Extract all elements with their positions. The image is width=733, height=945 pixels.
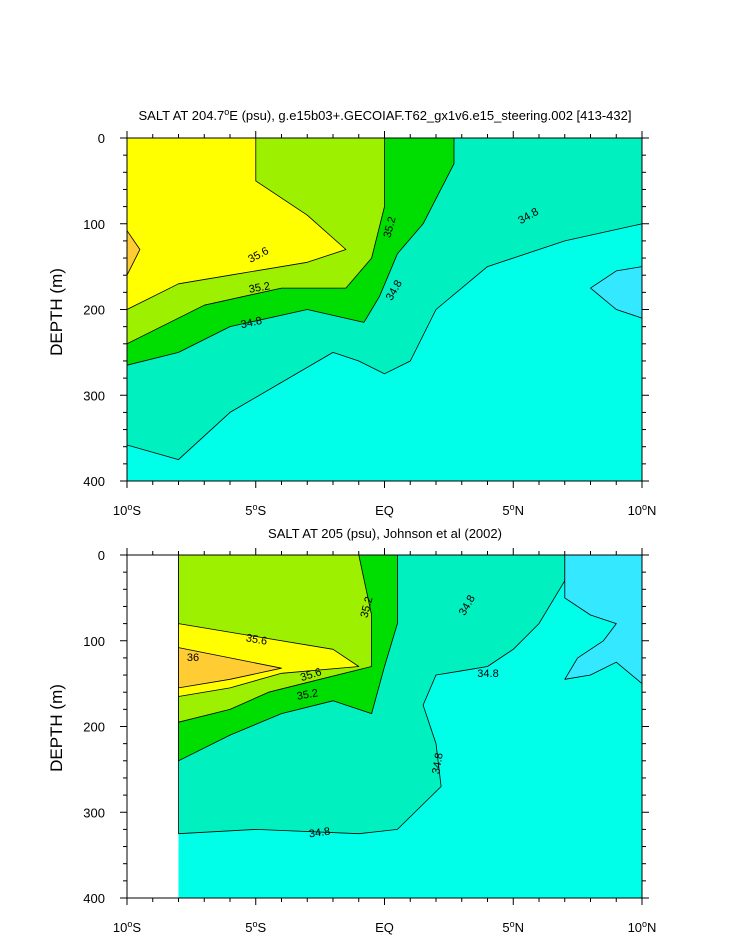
y-tick-label: 300 [83,388,105,403]
x-tick-label: 10oN [628,502,657,518]
y-tick-label: 300 [83,805,105,820]
x-tick-label: EQ [375,503,394,518]
contour-label: 34.8 [308,826,331,841]
y-tick-label: 200 [83,720,105,735]
y-tick-label: 400 [83,891,105,906]
top-panel-axes: 0 100 200 300 400 10oS 5oS EQ 5oN 10oN [83,131,656,518]
bottom-panel-contour-fills [127,554,643,898]
bottom-panel-title: SALT AT 205 (psu), Johnson et al (2002) [268,526,502,541]
y-tick-label: 100 [83,217,105,232]
contour-label: 34.8 [477,668,498,680]
contour-label: 35.2 [296,687,319,703]
y-tick-label: 100 [83,634,105,649]
contour-fill-35-8 [178,647,282,689]
contour-label: 34.8 [240,315,263,331]
bottom-panel-axes: 0 100 200 300 400 10oS 5oS EQ 5oN 10oN [83,548,656,935]
y-tick-label: 200 [83,303,105,318]
x-tick-label: EQ [375,920,394,935]
y-tick-label: 400 [83,474,105,489]
contour-label: 35.6 [245,632,268,648]
contour-fill-35-6 [126,137,347,310]
x-tick-label: 5oN [502,502,524,518]
bottom-panel: SALT AT 205 (psu), Johnson et al (2002) … [47,526,656,935]
y-tick-label: 0 [98,131,105,146]
contour-label: 34.8 [430,752,446,775]
y-tick-label: 0 [98,548,105,563]
top-panel-y-label: DEPTH (m) [47,268,66,356]
contour-label: 35.2 [382,215,399,239]
top-panel-title: SALT AT 204.7oE (psu), g.e15b03+.GECOIAF… [139,107,632,123]
x-tick-label: 10oS [113,502,141,518]
top-panel-contour-fills [126,137,643,481]
contour-label: 35.2 [359,595,376,619]
contour-label: 36 [187,652,199,664]
contour-label: 35.2 [248,280,271,296]
x-tick-label: 10oS [113,919,141,935]
top-panel: SALT AT 204.7oE (psu), g.e15b03+.GECOIAF… [47,107,656,518]
bottom-panel-y-label: DEPTH (m) [47,684,66,772]
x-tick-label: 10oN [628,919,657,935]
x-tick-label: 5oS [245,919,266,935]
x-tick-label: 5oS [245,502,266,518]
x-tick-label: 5oN [502,919,524,935]
